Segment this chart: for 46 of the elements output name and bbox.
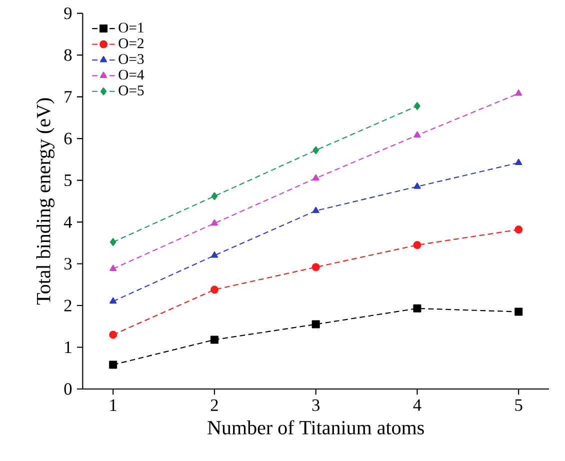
point xyxy=(210,219,218,226)
y-tick-label: 7 xyxy=(64,91,72,102)
point xyxy=(109,330,118,339)
point xyxy=(110,297,117,304)
y-tick-label: 5 xyxy=(64,174,72,186)
point xyxy=(514,226,523,234)
y-axis-title: Total binding energy (eV) xyxy=(36,98,54,305)
x-tick-label: 3 xyxy=(312,399,320,412)
point xyxy=(110,238,116,246)
point xyxy=(414,182,421,189)
y-tick-label: 6 xyxy=(64,132,72,144)
legend-label: O=2 xyxy=(118,38,144,48)
point xyxy=(312,174,320,180)
x-tick-label: 5 xyxy=(515,399,522,411)
point xyxy=(312,263,320,272)
legend-label: O=1 xyxy=(118,22,144,33)
point xyxy=(312,206,320,214)
point xyxy=(210,336,218,344)
point xyxy=(312,146,319,154)
point xyxy=(312,320,320,328)
y-tick-label: 2 xyxy=(64,300,72,312)
y-tick-label: 1 xyxy=(65,342,72,353)
point xyxy=(211,192,218,200)
point xyxy=(414,131,421,138)
point xyxy=(414,102,420,110)
x-tick-label: 1 xyxy=(110,399,116,411)
y-tick-label: 8 xyxy=(64,49,72,61)
y-tick-label: 4 xyxy=(64,216,72,228)
point xyxy=(515,158,522,166)
point xyxy=(210,251,218,258)
point xyxy=(210,286,218,294)
x-tick-label: 4 xyxy=(413,399,422,411)
y-tick-label: 9 xyxy=(64,8,72,20)
point xyxy=(110,264,117,272)
point xyxy=(514,308,523,316)
point xyxy=(413,240,422,249)
point xyxy=(109,360,118,369)
legend-label: O=5 xyxy=(118,86,144,96)
point xyxy=(515,89,522,96)
y-tick-label: 0 xyxy=(64,383,72,395)
x-tick-label: 2 xyxy=(210,399,218,411)
y-tick-label: 3 xyxy=(64,258,72,270)
legend-label: O=4 xyxy=(118,70,144,80)
point xyxy=(413,304,422,312)
legend-label: O=3 xyxy=(118,54,144,64)
x-axis-title: Number of Titanium atoms xyxy=(208,420,424,434)
